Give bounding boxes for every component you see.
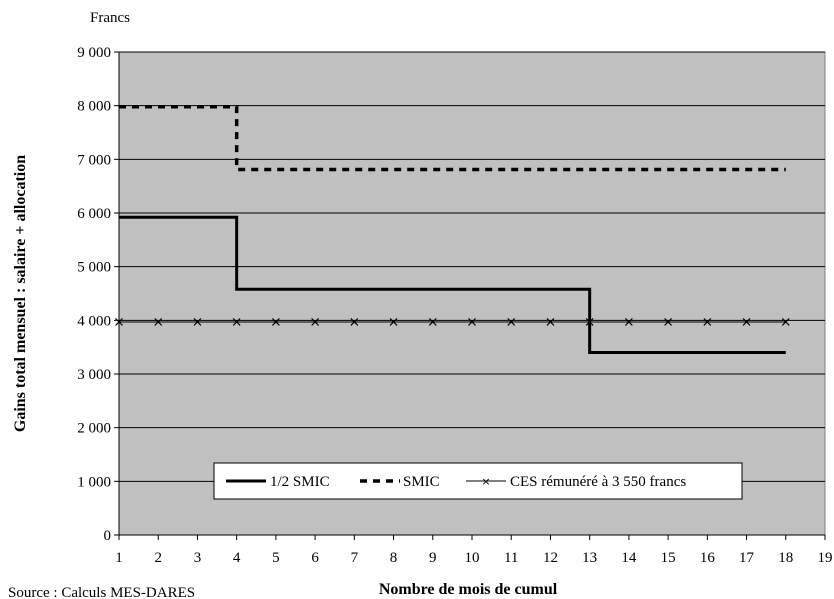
series-line-0 xyxy=(119,215,786,355)
legend-label-half-smic: 1/2 SMIC xyxy=(270,474,330,490)
legend-label-smic: SMIC xyxy=(403,474,440,490)
series-line-1 xyxy=(119,104,786,172)
x-axis-label: Nombre de mois de cumul xyxy=(379,581,558,598)
y-tick-label: 4 000 xyxy=(77,313,111,329)
y-tick-label: 8 000 xyxy=(77,99,111,115)
x-tick-label: 13 xyxy=(582,550,597,566)
x-tick-label: 7 xyxy=(351,550,359,566)
series-marker xyxy=(625,318,633,326)
series-marker xyxy=(272,318,280,326)
y-tick-label: 5 000 xyxy=(77,260,111,276)
x-tick-label: 2 xyxy=(154,550,162,566)
legend-marker-ces: × xyxy=(481,475,490,488)
series-marker xyxy=(232,318,241,326)
y-axis-ticks: 0 1 000 2 000 3 000 4 000 5 000 6 000 7 000 8 00… xyxy=(77,45,120,544)
series-marker xyxy=(585,318,594,326)
x-tick-label: 18 xyxy=(778,550,793,566)
series-marker xyxy=(703,318,712,326)
source-note: Source : Calculs MES-DARES xyxy=(8,585,195,599)
y-tick-label: 2 000 xyxy=(77,421,111,437)
legend: 1/2 SMIC SMIC × CES rémunéré à 3 550 fra… xyxy=(213,462,743,500)
series-marker xyxy=(350,318,359,326)
series-marker xyxy=(428,318,437,326)
series-marker xyxy=(389,318,398,326)
series-marker xyxy=(546,318,555,326)
legend-label-ces: CES rémunéré à 3 550 francs xyxy=(510,474,686,490)
y-tick-label: 1 000 xyxy=(77,474,111,490)
x-tick-label: 16 xyxy=(700,550,716,566)
x-tick-label: 14 xyxy=(621,550,637,566)
x-tick-label: 15 xyxy=(661,550,676,566)
series-marker xyxy=(468,318,476,326)
x-tick-label: 12 xyxy=(543,550,558,566)
x-tick-label: 10 xyxy=(465,550,480,566)
series-marker xyxy=(193,318,202,326)
x-tick-label: 11 xyxy=(504,550,518,566)
y-tick-label: 3 000 xyxy=(77,367,111,383)
series-marker xyxy=(154,318,163,326)
series-group xyxy=(115,104,790,355)
x-tick-label: 19 xyxy=(818,550,833,566)
series-marker xyxy=(664,318,672,326)
series-marker xyxy=(507,318,516,326)
series-marker xyxy=(311,318,319,326)
unit-label: Francs xyxy=(90,10,130,26)
x-tick-label: 1 xyxy=(115,550,123,566)
y-tick-label: 6 000 xyxy=(77,206,111,222)
series-marker xyxy=(742,318,751,326)
x-axis-ticks: 1 2 3 4 5 6 7 8 9 10 11 12 13 14 15 16 17 18 19 xyxy=(115,534,833,566)
x-tick-label: 8 xyxy=(390,550,398,566)
series-marker xyxy=(781,318,790,326)
x-tick-label: 17 xyxy=(739,550,755,566)
x-tick-label: 3 xyxy=(194,550,202,566)
x-tick-label: 9 xyxy=(429,550,437,566)
x-tick-label: 5 xyxy=(272,550,280,566)
y-tick-label: 7 000 xyxy=(77,152,111,168)
y-axis-label: Gains total mensuel : salaire + allocati… xyxy=(12,155,29,432)
x-tick-label: 6 xyxy=(311,550,319,566)
y-tick-label: 0 xyxy=(104,528,112,544)
series-marker xyxy=(115,318,123,326)
y-tick-label: 9 000 xyxy=(77,45,111,61)
x-tick-label: 4 xyxy=(233,550,241,566)
